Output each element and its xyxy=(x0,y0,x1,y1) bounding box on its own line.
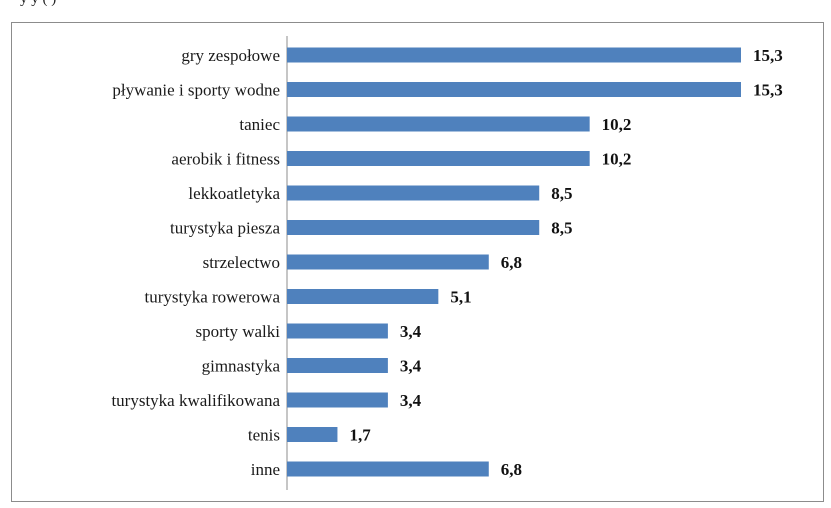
value-label-11: 1,7 xyxy=(349,426,371,445)
bar-1 xyxy=(287,82,741,97)
category-label-6: strzelectwo xyxy=(203,253,280,272)
bar-5 xyxy=(287,220,540,235)
bar-7 xyxy=(287,289,439,304)
category-labels-group: gry zespołowe pływanie i sporty wodne tani… xyxy=(111,46,280,479)
bar-4 xyxy=(287,185,540,201)
value-label-3: 10,2 xyxy=(602,150,632,169)
bar-6 xyxy=(287,254,489,270)
value-labels-group: 15,3 15,3 10,2 10,2 8,5 8,5 6,8 5,1 3,4 3,4 3,4 1,7… xyxy=(349,46,782,479)
bar-9 xyxy=(287,358,388,373)
bar-11 xyxy=(287,427,338,442)
value-label-4: 8,5 xyxy=(551,184,572,203)
bar-0 xyxy=(287,47,741,63)
value-label-7: 5,1 xyxy=(450,288,471,307)
category-label-12: inne xyxy=(251,460,280,479)
category-label-0: gry zespołowe xyxy=(181,46,280,65)
category-label-2: taniec xyxy=(239,115,280,134)
category-label-9: gimnastyka xyxy=(202,357,281,376)
bars-group xyxy=(287,47,741,477)
category-label-11: tenis xyxy=(248,426,280,445)
category-label-4: lekkoatletyka xyxy=(188,184,280,203)
bar-12 xyxy=(287,461,489,477)
value-label-8: 3,4 xyxy=(400,322,422,341)
category-label-8: sporty walki xyxy=(195,322,280,341)
bar-10 xyxy=(287,392,388,408)
category-label-3: aerobik i fitness xyxy=(171,150,280,169)
category-label-1: pływanie i sporty wodne xyxy=(112,81,280,100)
value-label-9: 3,4 xyxy=(400,357,422,376)
value-label-10: 3,4 xyxy=(400,391,422,410)
value-label-12: 6,8 xyxy=(501,460,522,479)
bar-3 xyxy=(287,151,590,166)
bar-2 xyxy=(287,116,590,132)
value-label-2: 10,2 xyxy=(602,115,632,134)
value-label-6: 6,8 xyxy=(501,253,522,272)
category-label-10: turystyka kwalifikowana xyxy=(111,391,280,410)
value-label-5: 8,5 xyxy=(551,219,572,238)
category-label-7: turystyka rowerowa xyxy=(145,288,281,307)
clipped-header-text: y y ( ) xyxy=(20,0,820,8)
value-label-1: 15,3 xyxy=(753,81,783,100)
value-label-0: 15,3 xyxy=(753,46,783,65)
category-label-5: turystyka piesza xyxy=(170,219,280,238)
bar-8 xyxy=(287,323,388,339)
